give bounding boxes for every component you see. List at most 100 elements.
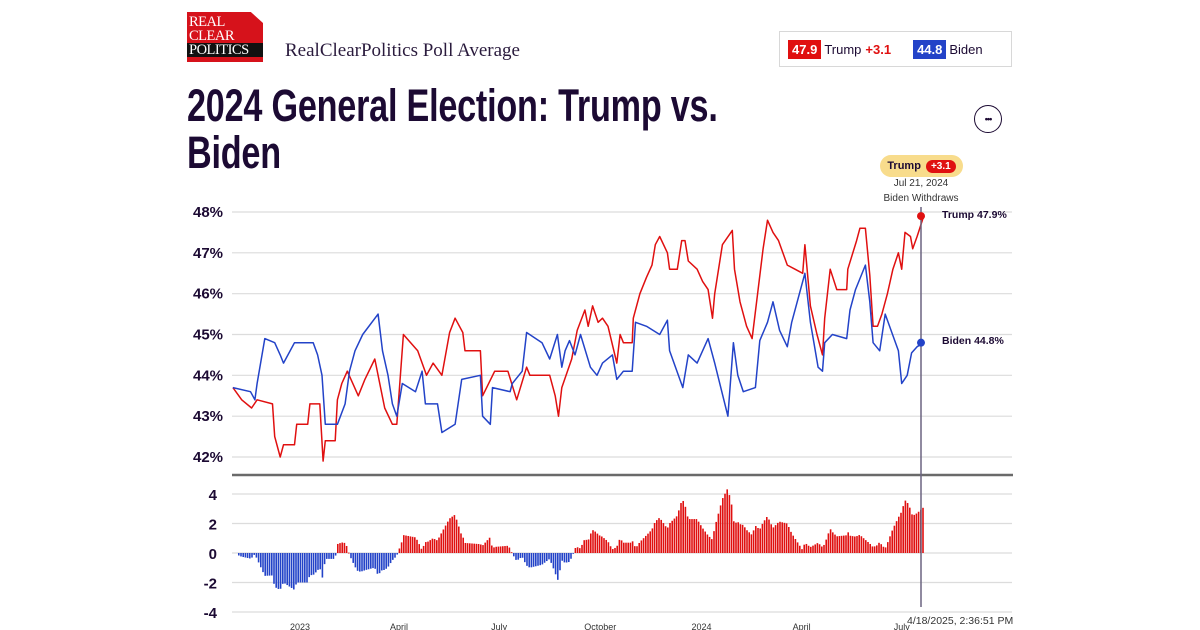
- spread-bar: [477, 544, 480, 553]
- rcp-logo[interactable]: REAL CLEAR POLITICS: [187, 12, 263, 62]
- spread-bar: [585, 539, 588, 553]
- spread-bar: [405, 535, 407, 553]
- more-options-button[interactable]: •••: [974, 105, 1002, 133]
- spread-bar: [898, 516, 900, 553]
- spread-bar: [546, 553, 548, 562]
- spread-bar: [374, 553, 376, 569]
- spread-bar: [785, 523, 788, 553]
- trump-spread: +3.1: [865, 41, 892, 57]
- spread-bar: [279, 553, 282, 589]
- spread-bar: [618, 539, 621, 553]
- biden-end-label: Biden 44.8%: [942, 335, 1004, 347]
- spread-bar: [563, 553, 566, 563]
- spread-bar: [766, 517, 768, 553]
- spread-bar: [557, 553, 559, 580]
- spread-bar: [574, 548, 577, 553]
- spread-bar: [843, 535, 845, 553]
- spread-bar: [440, 533, 442, 553]
- spread-bar: [788, 527, 790, 553]
- spread-bar: [255, 553, 258, 558]
- trump-value-badge: 47.9: [788, 39, 822, 59]
- spread-bar: [757, 528, 759, 553]
- spread-bar: [532, 553, 535, 567]
- spread-bar: [726, 489, 728, 553]
- spread-bar: [614, 547, 616, 553]
- spread-bar: [878, 542, 880, 553]
- spread-bar: [537, 553, 539, 566]
- spread-bar: [284, 553, 286, 584]
- spread-bar: [579, 548, 581, 553]
- spread-bar: [473, 543, 475, 553]
- spread-bar: [735, 522, 737, 553]
- spread-bar: [823, 544, 825, 553]
- spread-bar: [917, 511, 920, 553]
- y-tick-label: 44%: [193, 367, 223, 384]
- spread-bar: [592, 530, 594, 553]
- spread-bar: [315, 553, 317, 573]
- spread-bar: [464, 542, 467, 553]
- spread-bar: [832, 532, 834, 553]
- spread-bar: [779, 521, 781, 553]
- spread-bar: [425, 542, 427, 553]
- spread-bar: [664, 526, 667, 553]
- annotation-event: Biden Withdraws: [883, 193, 959, 204]
- spread-bar: [799, 545, 801, 553]
- spread-bar: [286, 553, 288, 586]
- spread-bar: [400, 542, 403, 553]
- spread-bar: [308, 553, 310, 578]
- spread-bar: [552, 553, 555, 569]
- spread-bar: [812, 545, 814, 553]
- spread-bar: [240, 553, 242, 557]
- timestamp: 4/18/2025, 2:36:51 PM: [907, 615, 1014, 627]
- spread-bar: [680, 503, 682, 553]
- spread-bar: [499, 546, 502, 553]
- spread-bar: [772, 527, 775, 553]
- spread-bar: [290, 553, 293, 588]
- spread-bar: [627, 542, 629, 553]
- spread-bar: [409, 536, 412, 553]
- spread-bar: [867, 541, 869, 553]
- spread-bar: [260, 553, 262, 568]
- spread-bar: [312, 553, 315, 575]
- spread-bar: [460, 533, 462, 553]
- spread-bar: [257, 553, 260, 563]
- spread-bar: [436, 540, 438, 553]
- spread-bar: [691, 519, 693, 553]
- spread-bar: [480, 544, 482, 553]
- y-tick-label: 4: [209, 487, 218, 504]
- spread-bar: [535, 553, 537, 567]
- logo-wordmark: REAL CLEAR POLITICS: [187, 12, 263, 57]
- spread-bar: [304, 553, 306, 583]
- spread-bar: [697, 521, 700, 553]
- y-tick-label: -4: [204, 605, 218, 622]
- spread-bar: [506, 545, 508, 553]
- spread-bar: [810, 546, 812, 553]
- spread-bar: [739, 524, 742, 553]
- spread-bar: [367, 553, 370, 570]
- biden-legend-name: Biden: [949, 41, 983, 57]
- spread-bar: [559, 553, 561, 571]
- spread-bar: [565, 553, 568, 563]
- spread-bar: [508, 547, 511, 553]
- spread-bar: [794, 539, 797, 553]
- spread-bar: [293, 553, 295, 590]
- spread-bar: [444, 525, 447, 553]
- spread-bar: [759, 528, 761, 553]
- spread-bar: [418, 544, 420, 553]
- spread-bar: [871, 546, 874, 553]
- biden-end-dot: [917, 338, 925, 347]
- spread-bar: [282, 553, 284, 584]
- trump-end-label: Trump 47.9%: [942, 209, 1007, 221]
- spread-bar: [783, 522, 786, 553]
- spread-bar: [515, 553, 517, 560]
- spread-bar: [354, 553, 357, 568]
- spread-bar: [748, 532, 750, 553]
- spread-bar: [442, 529, 445, 553]
- spread-bar: [570, 553, 572, 559]
- spread-bar: [433, 539, 436, 553]
- spread-bar: [770, 524, 772, 553]
- spread-bar: [634, 546, 636, 553]
- logo-line-3: POLITICS: [187, 43, 263, 57]
- spread-bar: [900, 512, 902, 553]
